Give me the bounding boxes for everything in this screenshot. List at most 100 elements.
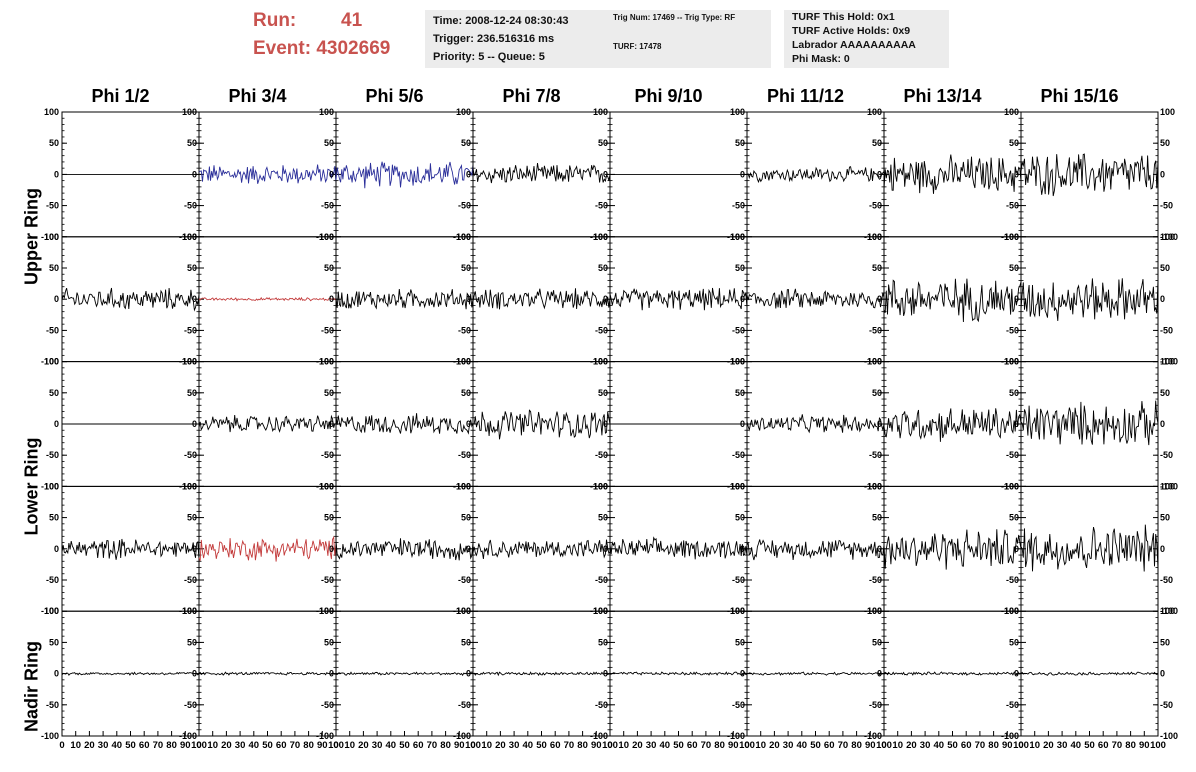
y-tick-label: 0 [877, 544, 882, 554]
y-tick-label: 50 [1009, 263, 1019, 273]
x-tick-label: 20 [906, 740, 917, 751]
y-tick-label: -50 [46, 575, 59, 585]
x-tick-label: 10 [892, 740, 903, 751]
x-tick-label: 20 [632, 740, 643, 751]
y-tick-label: -50 [458, 325, 471, 335]
y-tick-label: 100 [730, 606, 745, 616]
y-tick-label: 100 [593, 357, 608, 367]
column-header: Phi 3/4 [228, 86, 287, 106]
y-tick-label: -50 [46, 201, 59, 211]
x-tick-label: 100 [1013, 740, 1029, 751]
x-tick-label: 50 [262, 740, 273, 751]
y-tick-label: -50 [184, 325, 197, 335]
y-tick-label: 50 [598, 513, 608, 523]
y-tick-label: 50 [461, 388, 471, 398]
y-tick-label: -100 [590, 731, 608, 741]
y-tick-label: -100 [1001, 731, 1019, 741]
y-tick-label: 50 [1160, 513, 1170, 523]
x-tick-label: 60 [687, 740, 698, 751]
y-tick-label: 50 [324, 263, 334, 273]
x-tick-label: 80 [577, 740, 588, 751]
y-tick-label: 0 [54, 419, 59, 429]
trig-num-text: Trig Num: 17469 -- Trig Type: RF [613, 13, 736, 22]
x-tick-label: 0 [881, 740, 886, 751]
trigger-text: Trigger: 236.516316 ms [433, 33, 555, 45]
x-tick-label: 40 [386, 740, 397, 751]
y-tick-label: 100 [182, 357, 197, 367]
x-tick-label: 20 [1043, 740, 1054, 751]
y-tick-label: 100 [1160, 606, 1175, 616]
x-tick-label: 70 [153, 740, 164, 751]
y-tick-label: 0 [192, 419, 197, 429]
y-tick-label: -50 [46, 450, 59, 460]
y-tick-label: 50 [324, 388, 334, 398]
y-tick-label: 50 [187, 138, 197, 148]
x-tick-label: 30 [98, 740, 109, 751]
y-tick-label: 0 [740, 294, 745, 304]
x-tick-label: 0 [1018, 740, 1023, 751]
y-tick-label: 100 [319, 232, 334, 242]
x-tick-label: 0 [59, 740, 64, 751]
y-tick-label: -50 [1160, 700, 1173, 710]
y-tick-label: 50 [872, 263, 882, 273]
y-tick-label: -50 [1160, 201, 1173, 211]
x-tick-label: 60 [824, 740, 835, 751]
waveform-trace [198, 164, 337, 184]
panel-frame [335, 236, 474, 363]
y-tick-label: 100 [44, 357, 59, 367]
column-header: Phi 13/14 [903, 86, 982, 106]
x-tick-label: 20 [495, 740, 506, 751]
waveform-trace [472, 409, 611, 440]
waveform-trace [335, 413, 474, 435]
y-tick-label: 50 [735, 263, 745, 273]
y-tick-label: -100 [41, 232, 59, 242]
y-tick-label: 0 [1014, 294, 1019, 304]
waveform-trace [472, 163, 611, 184]
y-tick-label: -50 [1006, 201, 1019, 211]
x-tick-label: 50 [536, 740, 547, 751]
y-tick-label: 50 [461, 637, 471, 647]
x-tick-label: 90 [728, 740, 739, 751]
y-tick-label: -50 [1006, 450, 1019, 460]
y-tick-label: 100 [456, 107, 471, 117]
y-tick-label: 50 [49, 637, 59, 647]
waveform-trace [746, 166, 885, 184]
y-tick-label: -50 [869, 450, 882, 460]
y-tick-label: 0 [740, 169, 745, 179]
y-tick-label: 100 [593, 606, 608, 616]
y-tick-label: 100 [1004, 481, 1019, 491]
panel-frame [61, 236, 200, 363]
y-tick-label: 0 [1160, 294, 1165, 304]
panel-frame [1020, 361, 1159, 487]
y-tick-label: 0 [54, 544, 59, 554]
y-tick-label: 50 [49, 388, 59, 398]
x-tick-label: 70 [975, 740, 986, 751]
waveform-trace [198, 671, 337, 676]
x-tick-label: 90 [865, 740, 876, 751]
x-tick-label: 30 [783, 740, 794, 751]
y-tick-label: 0 [54, 169, 59, 179]
y-tick-label: 50 [1160, 637, 1170, 647]
waveform-trace [1020, 400, 1159, 446]
y-tick-label: 0 [740, 544, 745, 554]
x-tick-label: 10 [618, 740, 629, 751]
y-tick-label: 50 [598, 263, 608, 273]
x-tick-label: 80 [714, 740, 725, 751]
x-tick-label: 30 [509, 740, 520, 751]
x-tick-label: 70 [1112, 740, 1123, 751]
y-tick-label: 0 [603, 294, 608, 304]
waveform-trace [1020, 524, 1159, 572]
y-tick-label: -50 [1006, 700, 1019, 710]
y-tick-label: 100 [1160, 107, 1175, 117]
y-tick-label: 50 [49, 513, 59, 523]
y-tick-label: 100 [456, 357, 471, 367]
y-tick-label: -50 [458, 575, 471, 585]
y-tick-label: -50 [595, 700, 608, 710]
y-tick-label: 50 [1160, 263, 1170, 273]
y-tick-label: 50 [187, 637, 197, 647]
y-tick-label: -100 [41, 731, 59, 741]
y-tick-label: 50 [49, 263, 59, 273]
x-tick-label: 40 [112, 740, 123, 751]
waveform-trace [609, 287, 748, 311]
run-label: Run: [253, 10, 297, 31]
